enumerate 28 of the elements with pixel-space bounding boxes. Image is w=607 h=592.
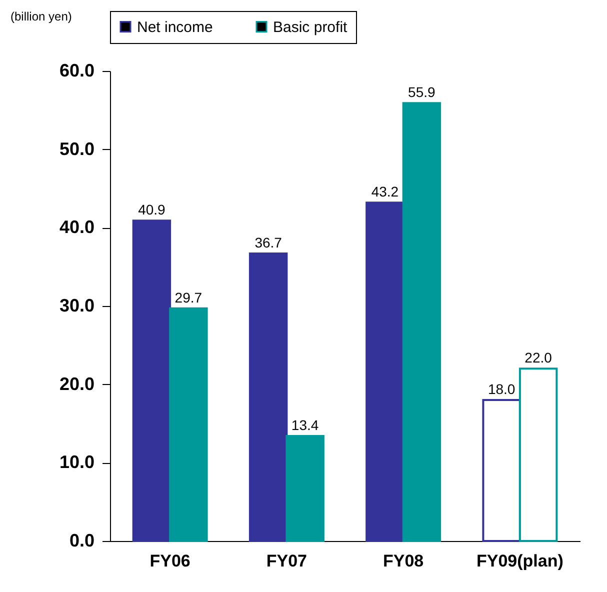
- x-tick-label: FY07: [266, 552, 308, 570]
- y-tick-label: 0.0: [69, 530, 94, 550]
- data-label: 18.0: [488, 381, 516, 397]
- x-tick-label: FY09(plan): [476, 552, 564, 570]
- legend-label: Basic profit: [273, 18, 348, 36]
- y-tick-label: 30.0: [59, 296, 94, 316]
- data-label: 13.4: [291, 417, 319, 434]
- y-tick-label: 20.0: [59, 374, 94, 394]
- data-label: 29.7: [174, 289, 202, 306]
- legend-label: Net income: [137, 18, 213, 36]
- bar: [132, 220, 172, 542]
- bar: [169, 307, 208, 542]
- y-axis-title: (billion yen): [10, 10, 72, 24]
- bar: [286, 435, 324, 542]
- y-tick-label: 50.0: [59, 138, 94, 159]
- y-tick-label: 60.0: [59, 60, 94, 80]
- data-label: 40.9: [138, 202, 166, 218]
- y-tick-label: 10.0: [59, 452, 94, 472]
- data-label: 22.0: [524, 350, 552, 366]
- bar: [402, 102, 442, 542]
- x-tick-label: FY08: [382, 552, 424, 570]
- bar: [248, 252, 288, 542]
- bar: [366, 202, 404, 542]
- data-label: 43.2: [371, 184, 399, 200]
- data-label: 36.7: [254, 234, 282, 251]
- y-tick-label: 40.0: [59, 217, 94, 238]
- x-tick-label: FY06: [150, 552, 190, 570]
- data-label: 55.9: [408, 84, 436, 100]
